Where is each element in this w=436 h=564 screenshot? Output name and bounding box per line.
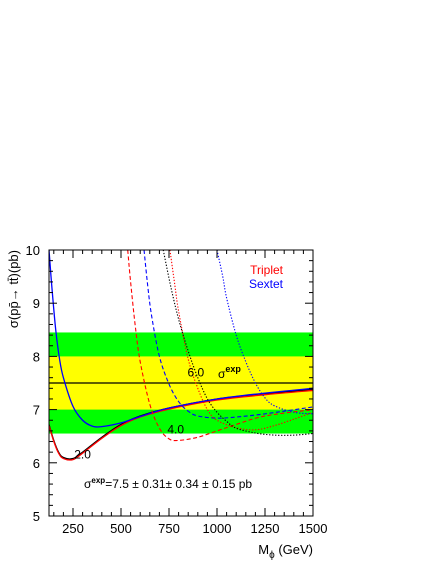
x-tick-label: 1000: [203, 521, 232, 536]
coupling-label-4-0: 4.0: [167, 423, 184, 437]
y-tick-label: 9: [33, 296, 40, 311]
plot-frame-rect: [48, 249, 314, 517]
sigma-exp-label: σexp: [218, 364, 241, 381]
y-tick-label: 6: [33, 456, 40, 471]
x-tick-label: 500: [110, 521, 132, 536]
measurement-value: =7.5 ± 0.31± 0.34 ± 0.15 pb: [105, 477, 252, 491]
curve-2-0-solid-2: [49, 250, 313, 428]
measurement-sup: exp: [91, 476, 105, 485]
uncertainty-bands: [49, 332, 313, 434]
curve-6-0-dotted-7: [162, 250, 313, 436]
curve-6-0-dotted-5: [169, 250, 313, 431]
plot-frame: [48, 249, 314, 517]
curve-4-0-dashed-3: [127, 250, 313, 442]
curves: [49, 250, 313, 461]
measurement-text: σexp=7.5 ± 0.31± 0.34 ± 0.15 pb: [84, 476, 252, 491]
coupling-label-6-0: 6.0: [188, 366, 205, 380]
y-tick-label: 5: [33, 509, 40, 524]
x-axis-title-sub: ϕ: [269, 550, 275, 561]
measurement-sigma: σ: [84, 477, 92, 491]
y-tick-label: 8: [33, 349, 40, 364]
y-tick-label: 10: [26, 243, 40, 258]
y-tick-label: 7: [33, 403, 40, 418]
coupling-label-2-0: 2.0: [74, 448, 91, 462]
legend-entry-sextet: Sextet: [249, 277, 284, 291]
curve-4-0-dashed-4: [143, 250, 313, 419]
legend-entry-triplet: Triplet: [250, 263, 284, 277]
x-axis-title-unit: (GeV): [275, 542, 313, 557]
sigma-exp-sup: exp: [225, 364, 241, 374]
x-tick-label: 1500: [299, 521, 328, 536]
x-tick-label: 750: [158, 521, 180, 536]
x-tick-label: 250: [62, 521, 84, 536]
x-axis-title: Mϕ (GeV): [258, 542, 313, 561]
y-axis-title: σ(pp̄→ tt̄)(pb): [6, 250, 21, 328]
curve-2-0-solid-1: [49, 389, 313, 461]
x-tick-label: 1250: [251, 521, 280, 536]
x-axis-title-main: M: [258, 542, 269, 557]
chart-labels: 250 500 750 1000 1250 1500 5 6 7 8 9 10 Mϕ (GeV) σ(pp…: [6, 243, 327, 561]
sigma-exp-symbol: σ: [218, 367, 226, 381]
